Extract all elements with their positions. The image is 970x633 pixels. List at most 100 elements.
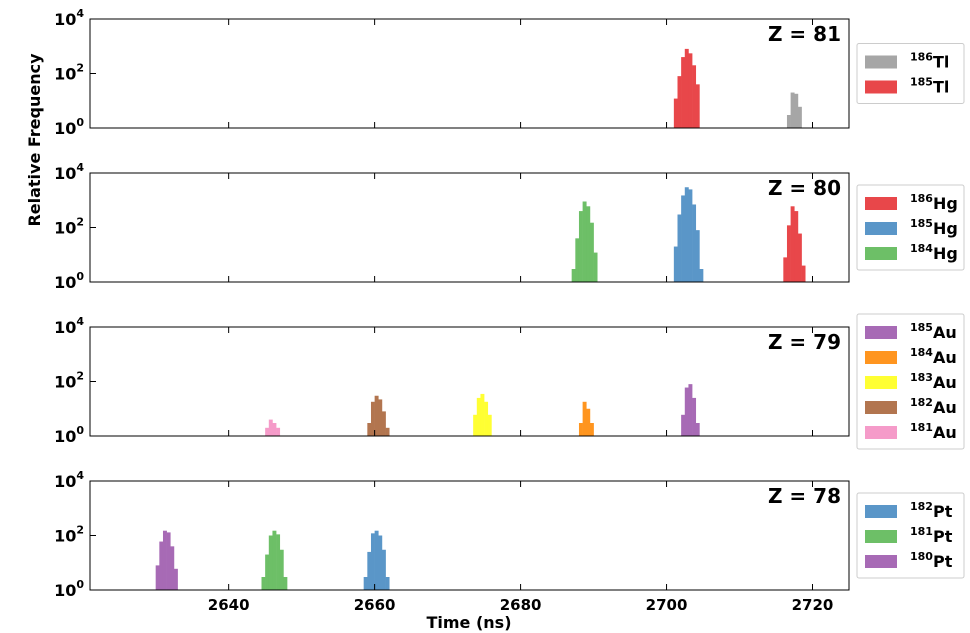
- bar: [783, 257, 788, 282]
- bar: [159, 541, 164, 590]
- bar: [688, 189, 693, 282]
- legend-element-symbol: Tl: [933, 53, 949, 72]
- legend-mass-number: 184: [910, 346, 933, 359]
- bar: [272, 423, 277, 436]
- bar: [593, 252, 598, 282]
- bar: [367, 551, 372, 590]
- plot-frame: [89, 326, 850, 437]
- y-tick-label: 104: [54, 469, 84, 491]
- legend-element-symbol: Hg: [933, 194, 958, 213]
- legend-element-symbol: Au: [933, 323, 957, 342]
- y-tick-exponent: 4: [76, 161, 84, 174]
- y-tick-label: 100: [54, 270, 84, 292]
- bar: [589, 423, 594, 436]
- bar: [582, 401, 587, 436]
- bar: [571, 269, 576, 282]
- bar: [786, 225, 791, 282]
- bar: [684, 187, 689, 282]
- bar: [688, 384, 693, 436]
- y-tick-base: 10: [54, 10, 76, 29]
- y-tick-base: 10: [54, 65, 76, 84]
- bar: [385, 577, 390, 590]
- bar: [155, 565, 160, 590]
- legend-mass-number: 186: [910, 192, 933, 205]
- bar: [276, 427, 281, 436]
- y-tick-exponent: 2: [76, 524, 84, 537]
- y-tick-label: 100: [54, 116, 84, 138]
- x-tick-label: 2640: [208, 596, 250, 614]
- legend-label: 181Au: [910, 421, 957, 442]
- legend-label: 184Hg: [910, 242, 958, 263]
- series-186tl: [786, 92, 802, 128]
- bar: [681, 57, 686, 129]
- legend-mass-number: 181: [910, 525, 933, 538]
- bar: [699, 269, 704, 282]
- y-tick-base: 10: [54, 119, 76, 138]
- panel-label: Z = 78: [768, 484, 841, 508]
- bar: [476, 397, 481, 436]
- bar: [582, 201, 587, 282]
- bar: [385, 427, 390, 436]
- bar: [166, 532, 171, 590]
- y-tick-exponent: 4: [76, 469, 84, 482]
- y-tick-base: 10: [54, 373, 76, 392]
- legend-element-symbol: Hg: [933, 244, 958, 263]
- legend-mass-number: 182: [910, 500, 933, 513]
- y-tick-exponent: 0: [76, 578, 84, 591]
- legend-element-symbol: Pt: [933, 552, 953, 571]
- bar: [673, 246, 678, 282]
- series-181pt: [261, 530, 288, 590]
- bar: [162, 530, 167, 590]
- bar: [272, 530, 277, 590]
- series-185au: [681, 384, 700, 436]
- y-tick-label: 100: [54, 578, 84, 600]
- bar: [374, 395, 379, 436]
- series-184au: [578, 401, 594, 436]
- legend-mass-number: 185: [910, 321, 933, 334]
- bar: [381, 549, 386, 590]
- legend-swatch: [865, 555, 897, 568]
- bar: [586, 206, 591, 282]
- panel-label: Z = 81: [768, 22, 841, 46]
- y-tick-exponent: 0: [76, 270, 84, 283]
- legend-mass-number: 184: [910, 242, 933, 255]
- legend-swatch: [865, 426, 897, 439]
- bar: [363, 577, 368, 590]
- legend-element-symbol: Au: [933, 423, 957, 442]
- y-tick-base: 10: [54, 273, 76, 292]
- legend-mass-number: 180: [910, 550, 933, 563]
- y-tick-base: 10: [54, 164, 76, 183]
- bar: [265, 554, 270, 590]
- legend-label: 183Au: [910, 371, 957, 392]
- plot-frame: [89, 480, 850, 591]
- legend-swatch: [865, 326, 897, 339]
- bar: [673, 98, 678, 128]
- legend-label: 181Pt: [910, 525, 953, 546]
- bar: [586, 408, 591, 436]
- bar: [170, 546, 175, 590]
- bar: [484, 401, 489, 436]
- bar: [677, 214, 682, 282]
- y-tick-base: 10: [54, 527, 76, 546]
- legend-swatch: [865, 401, 897, 414]
- legend-swatch: [865, 351, 897, 364]
- bar: [794, 211, 799, 282]
- series-182pt: [363, 530, 390, 590]
- bar: [790, 206, 795, 282]
- bar: [480, 393, 485, 436]
- x-axis-label: Time (ns): [426, 613, 511, 632]
- legend-mass-number: 183: [910, 371, 933, 384]
- y-tick-label: 104: [54, 315, 84, 337]
- legend-element-symbol: Pt: [933, 502, 953, 521]
- bar: [589, 222, 594, 282]
- bar: [797, 106, 802, 128]
- legend-mass-number: 185: [910, 76, 933, 89]
- bar: [575, 238, 580, 282]
- legend-swatch: [865, 55, 897, 69]
